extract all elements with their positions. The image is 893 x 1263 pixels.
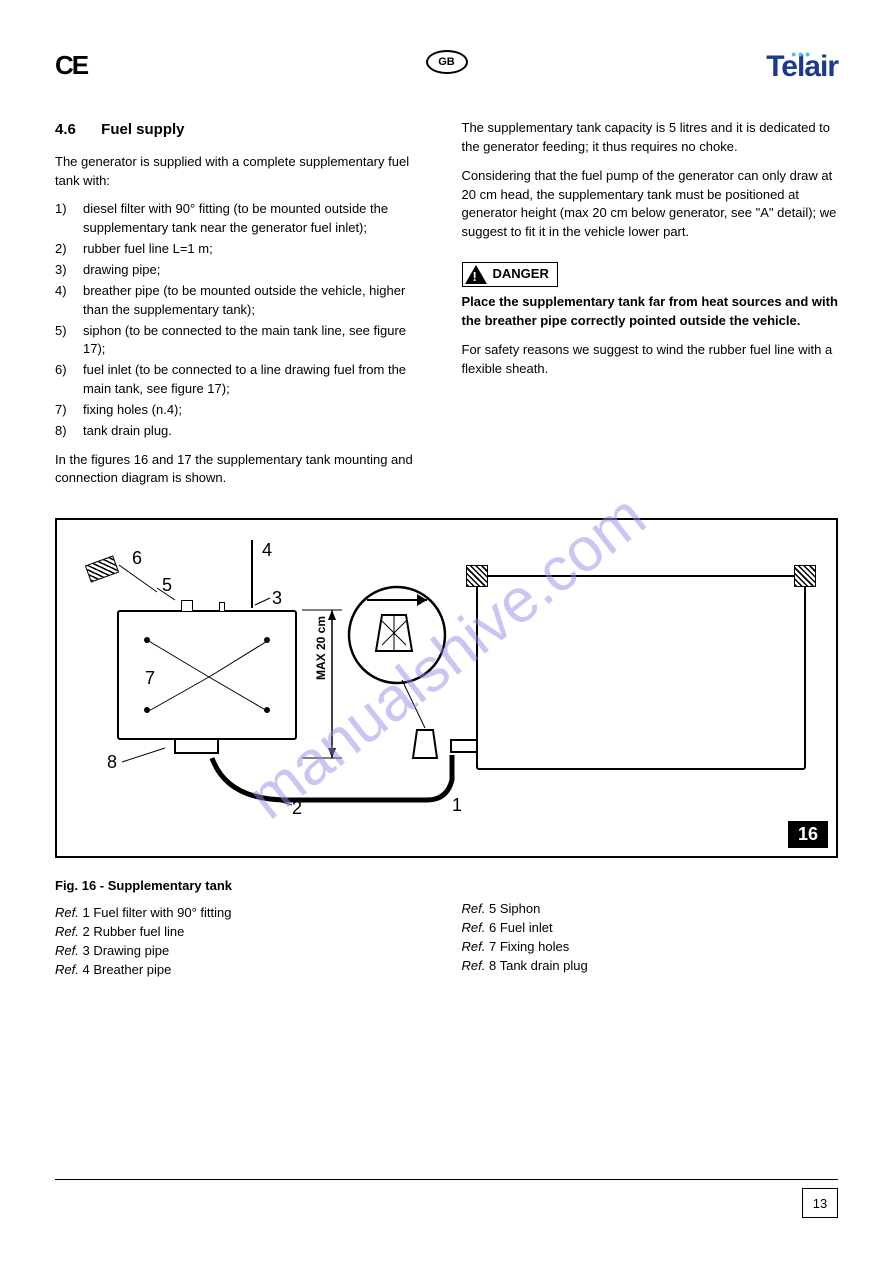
- list-item: 7)fixing holes (n.4);: [55, 401, 432, 420]
- paragraph: The generator is supplied with a complet…: [55, 153, 432, 191]
- figure-caption-title: Fig. 16 - Supplementary tank: [55, 878, 838, 893]
- language-oval: GB: [426, 50, 468, 74]
- item-text: siphon (to be connected to the main tank…: [83, 322, 432, 360]
- section-number: 4.6: [55, 119, 97, 141]
- item-number: 6): [55, 361, 83, 399]
- list-item: 1)diesel filter with 90° fitting (to be …: [55, 200, 432, 238]
- paragraph: Considering that the fuel pump of the ge…: [462, 167, 839, 242]
- paragraph: For safety reasons we suggest to wind th…: [462, 341, 839, 379]
- section-heading: 4.6 Fuel supply: [55, 119, 432, 141]
- item-number: 5): [55, 322, 83, 360]
- callout-leaders-icon: [57, 520, 836, 856]
- danger-label: DANGER: [493, 265, 549, 284]
- item-text: tank drain plug.: [83, 422, 172, 441]
- caption-item: Ref. 3 Drawing pipe: [55, 943, 432, 958]
- item-text: drawing pipe;: [83, 261, 160, 280]
- ce-mark: CE: [55, 50, 87, 81]
- page-header: CE GB ••• Telair: [55, 50, 838, 84]
- list-item: 3)drawing pipe;: [55, 261, 432, 280]
- item-text: fixing holes (n.4);: [83, 401, 182, 420]
- item-number: 8): [55, 422, 83, 441]
- item-number: 2): [55, 240, 83, 259]
- warning-triangle-icon: [465, 265, 487, 284]
- item-number: 7): [55, 401, 83, 420]
- caption-item: Ref. 4 Breather pipe: [55, 962, 432, 977]
- right-column: The supplementary tank capacity is 5 lit…: [462, 119, 839, 488]
- caption-item: Ref. 2 Rubber fuel line: [55, 924, 432, 939]
- caption-item: Ref. 5 Siphon: [462, 901, 839, 916]
- caption-item: Ref. 1 Fuel filter with 90° fitting: [55, 905, 432, 920]
- brand-logo: ••• Telair: [766, 50, 838, 84]
- item-number: 4): [55, 282, 83, 320]
- item-text: fuel inlet (to be connected to a line dr…: [83, 361, 432, 399]
- figure-caption-block: Fig. 16 - Supplementary tank Ref. 1 Fuel…: [55, 878, 838, 977]
- page-footer: 13: [55, 1179, 838, 1218]
- list-item: 6)fuel inlet (to be connected to a line …: [55, 361, 432, 399]
- item-number: 3): [55, 261, 83, 280]
- caption-item: Ref. 7 Fixing holes: [462, 939, 839, 954]
- item-number: 1): [55, 200, 83, 238]
- item-text: rubber fuel line L=1 m;: [83, 240, 213, 259]
- figure-diagram: MAX 20 cm 1 2 3 4 5 6 7 8 16: [55, 518, 838, 858]
- paragraph: In the figures 16 and 17 the supplementa…: [55, 451, 432, 489]
- item-text: breather pipe (to be mounted outside the…: [83, 282, 432, 320]
- logo-dots-icon: •••: [791, 46, 812, 62]
- list-item: 4)breather pipe (to be mounted outside t…: [55, 282, 432, 320]
- figure-number-badge: 16: [788, 821, 828, 848]
- item-text: diesel filter with 90° fitting (to be mo…: [83, 200, 432, 238]
- list-item: 8)tank drain plug.: [55, 422, 432, 441]
- paragraph: The supplementary tank capacity is 5 lit…: [462, 119, 839, 157]
- paragraph: Place the supplementary tank far from he…: [462, 293, 839, 331]
- section-title-text: Fuel supply: [101, 121, 184, 138]
- list-item: 2)rubber fuel line L=1 m;: [55, 240, 432, 259]
- list-item: 5)siphon (to be connected to the main ta…: [55, 322, 432, 360]
- caption-item: Ref. 6 Fuel inlet: [462, 920, 839, 935]
- danger-callout: DANGER: [462, 262, 558, 287]
- content-columns: 4.6 Fuel supply The generator is supplie…: [55, 119, 838, 488]
- caption-item: Ref. 8 Tank drain plug: [462, 958, 839, 973]
- left-column: 4.6 Fuel supply The generator is supplie…: [55, 119, 432, 488]
- page-number: 13: [802, 1188, 838, 1218]
